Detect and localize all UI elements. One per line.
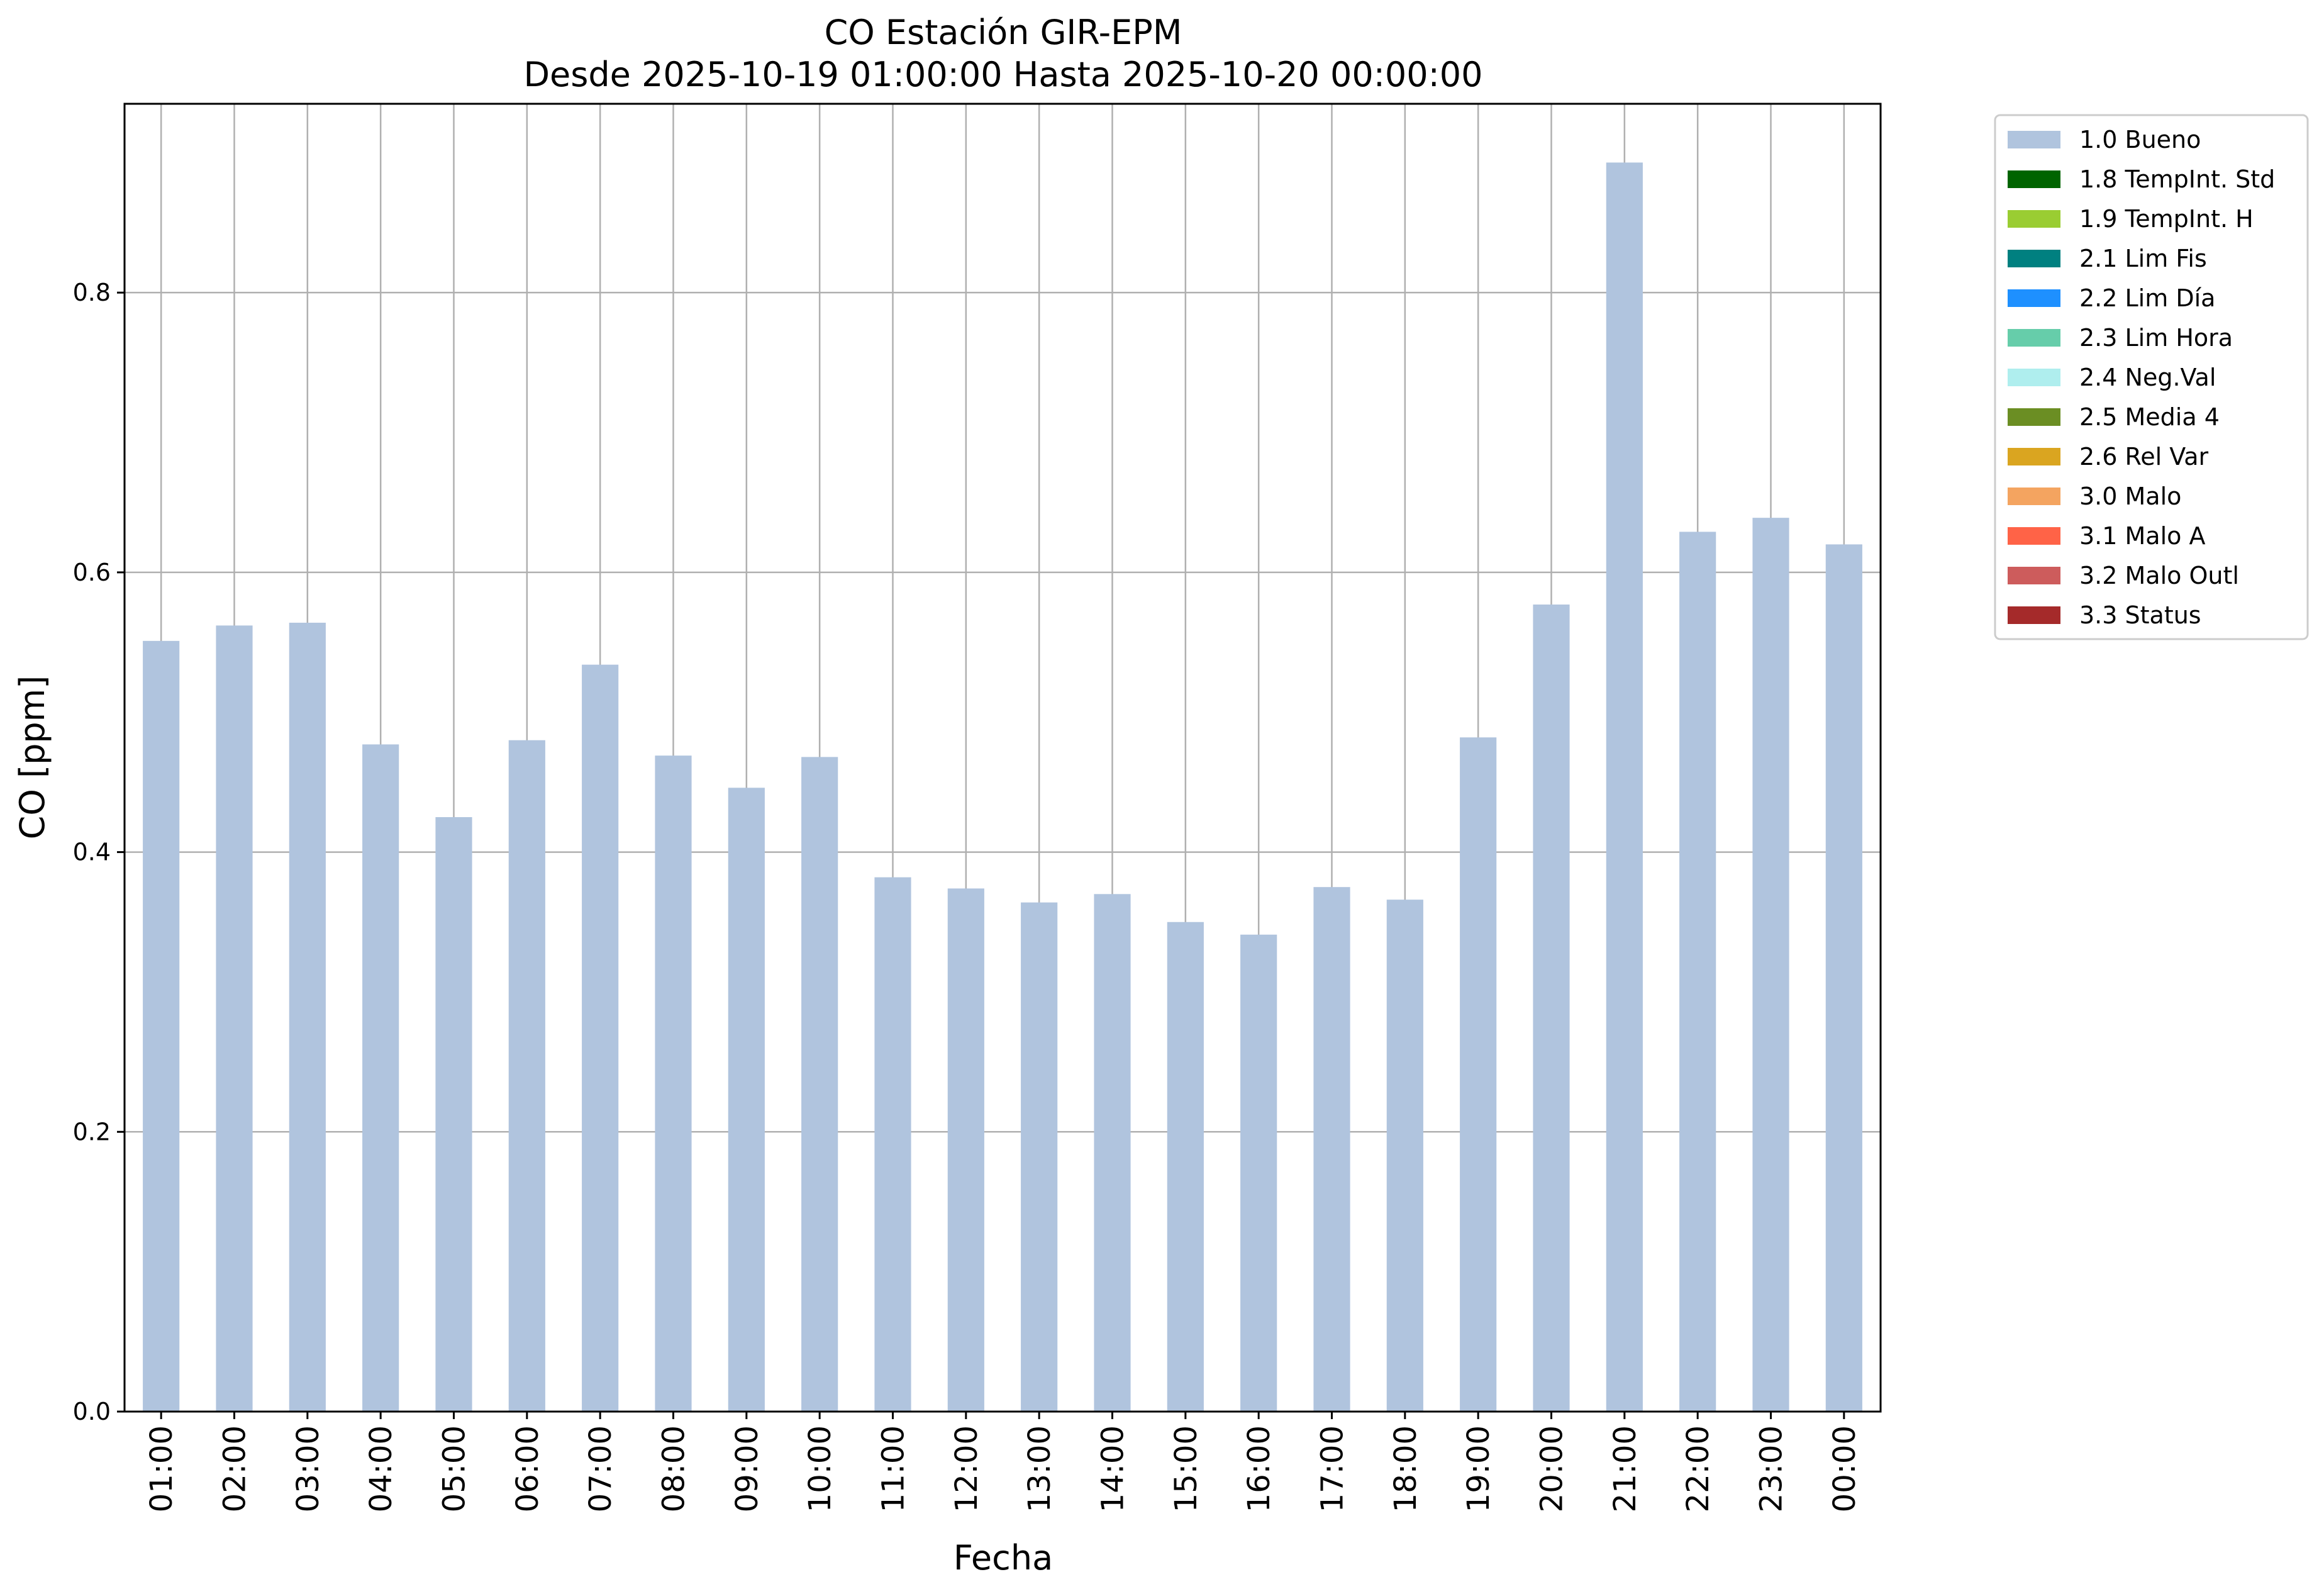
legend-swatch <box>2008 448 2060 465</box>
x-tick-label: 01:00 <box>144 1425 179 1512</box>
bars <box>143 162 1862 1412</box>
legend-label: 3.1 Malo A <box>2079 522 2205 550</box>
x-tick-label: 15:00 <box>1169 1425 1204 1512</box>
y-tick-label: 0.0 <box>73 1398 111 1425</box>
y-tick-label: 0.2 <box>73 1118 111 1145</box>
chart-title: CO Estación GIR-EPM <box>825 13 1182 52</box>
y-tick-label: 0.4 <box>73 839 111 866</box>
bar <box>435 817 472 1412</box>
x-tick-label: 19:00 <box>1461 1425 1496 1512</box>
bar <box>1679 532 1716 1412</box>
x-tick-label: 13:00 <box>1022 1425 1057 1512</box>
bar <box>655 755 692 1412</box>
y-tick-label: 0.6 <box>73 559 111 586</box>
bar <box>216 625 253 1412</box>
bar <box>582 664 619 1412</box>
x-tick-label: 11:00 <box>876 1425 911 1512</box>
x-tick-label: 08:00 <box>657 1425 692 1512</box>
bar <box>1752 518 1789 1412</box>
legend-label: 2.6 Rel Var <box>2079 443 2209 471</box>
legend-swatch <box>2008 408 2060 426</box>
bar <box>874 877 911 1412</box>
legend-swatch <box>2008 210 2060 228</box>
legend-swatch <box>2008 329 2060 347</box>
legend-swatch <box>2008 488 2060 505</box>
x-tick-label: 17:00 <box>1315 1425 1350 1512</box>
legend-label: 2.4 Neg.Val <box>2079 364 2216 391</box>
legend-swatch <box>2008 527 2060 545</box>
x-tick-label: 07:00 <box>583 1425 618 1512</box>
x-tick-label: 14:00 <box>1096 1425 1131 1512</box>
legend-items: 1.0 Bueno 1.8 TempInt. Std 1.9 TempInt. H 2… <box>2008 126 2275 629</box>
bar <box>728 788 765 1412</box>
bar <box>1460 737 1497 1412</box>
legend-label: 1.9 TempInt. H <box>2079 205 2254 233</box>
bar <box>1240 934 1277 1412</box>
bar <box>801 757 838 1412</box>
bar <box>1386 900 1423 1412</box>
x-tick-label: 10:00 <box>803 1425 838 1512</box>
x-tick-label: 02:00 <box>218 1425 253 1512</box>
x-tick-label: 12:00 <box>949 1425 984 1512</box>
chart-subtitle: Desde 2025-10-19 01:00:00 Hasta 2025-10-… <box>523 55 1482 94</box>
legend-swatch <box>2008 369 2060 386</box>
legend-swatch <box>2008 131 2060 148</box>
legend-label: 3.2 Malo Outl <box>2079 562 2239 589</box>
legend-label: 3.0 Malo <box>2079 482 2181 510</box>
legend-box <box>1994 114 2309 640</box>
x-tick-label: 09:00 <box>730 1425 765 1512</box>
legend-label: 3.3 Status <box>2079 601 2201 629</box>
legend-swatch <box>2008 606 2060 624</box>
bar <box>508 740 545 1412</box>
x-tick-label: 04:00 <box>364 1425 399 1512</box>
bar <box>947 888 984 1412</box>
x-tick-label: 05:00 <box>437 1425 472 1512</box>
legend: 1.0 Bueno 1.8 TempInt. Std 1.9 TempInt. H 2… <box>1994 114 2309 640</box>
bar <box>362 744 399 1412</box>
legend-label: 2.2 Lim Día <box>2079 284 2215 312</box>
y-axis-label: CO [ppm] <box>13 676 52 840</box>
x-tick-label: 16:00 <box>1242 1425 1277 1512</box>
x-axis-label: Fecha <box>954 1538 1053 1578</box>
legend-swatch <box>2008 250 2060 267</box>
x-tick-label: 18:00 <box>1388 1425 1423 1512</box>
x-tick-label: 23:00 <box>1754 1425 1789 1512</box>
legend-label: 2.5 Media 4 <box>2079 403 2220 431</box>
legend-label: 2.3 Lim Hora <box>2079 324 2233 352</box>
bar <box>1533 605 1570 1412</box>
bar <box>1094 894 1131 1412</box>
legend-label: 1.8 TempInt. Std <box>2079 165 2275 193</box>
bar <box>289 622 326 1412</box>
x-tick-label: 00:00 <box>1827 1425 1862 1512</box>
x-tick-label: 06:00 <box>510 1425 545 1512</box>
bar <box>1313 887 1350 1412</box>
bar <box>1606 162 1643 1412</box>
x-axis-ticks: 01:00 02:00 03:00 04:00 05:00 06:00 07:00 08:00… <box>144 1412 1862 1512</box>
plot-frame <box>123 103 1882 1413</box>
x-tick-label: 21:00 <box>1608 1425 1643 1512</box>
legend-swatch <box>2008 170 2060 188</box>
y-axis-ticks: 0.0 0.2 0.4 0.6 0.8 <box>73 279 125 1425</box>
x-tick-label: 20:00 <box>1535 1425 1570 1512</box>
bar <box>1167 922 1204 1412</box>
legend-label: 1.0 Bueno <box>2079 126 2201 153</box>
legend-swatch <box>2008 289 2060 307</box>
bar <box>1825 544 1862 1412</box>
x-tick-label: 22:00 <box>1681 1425 1716 1512</box>
bar <box>1021 902 1058 1412</box>
y-tick-label: 0.8 <box>73 279 111 306</box>
bar <box>143 640 180 1412</box>
legend-label: 2.1 Lim Fis <box>2079 245 2207 272</box>
x-tick-label: 03:00 <box>291 1425 326 1512</box>
legend-swatch <box>2008 567 2060 584</box>
